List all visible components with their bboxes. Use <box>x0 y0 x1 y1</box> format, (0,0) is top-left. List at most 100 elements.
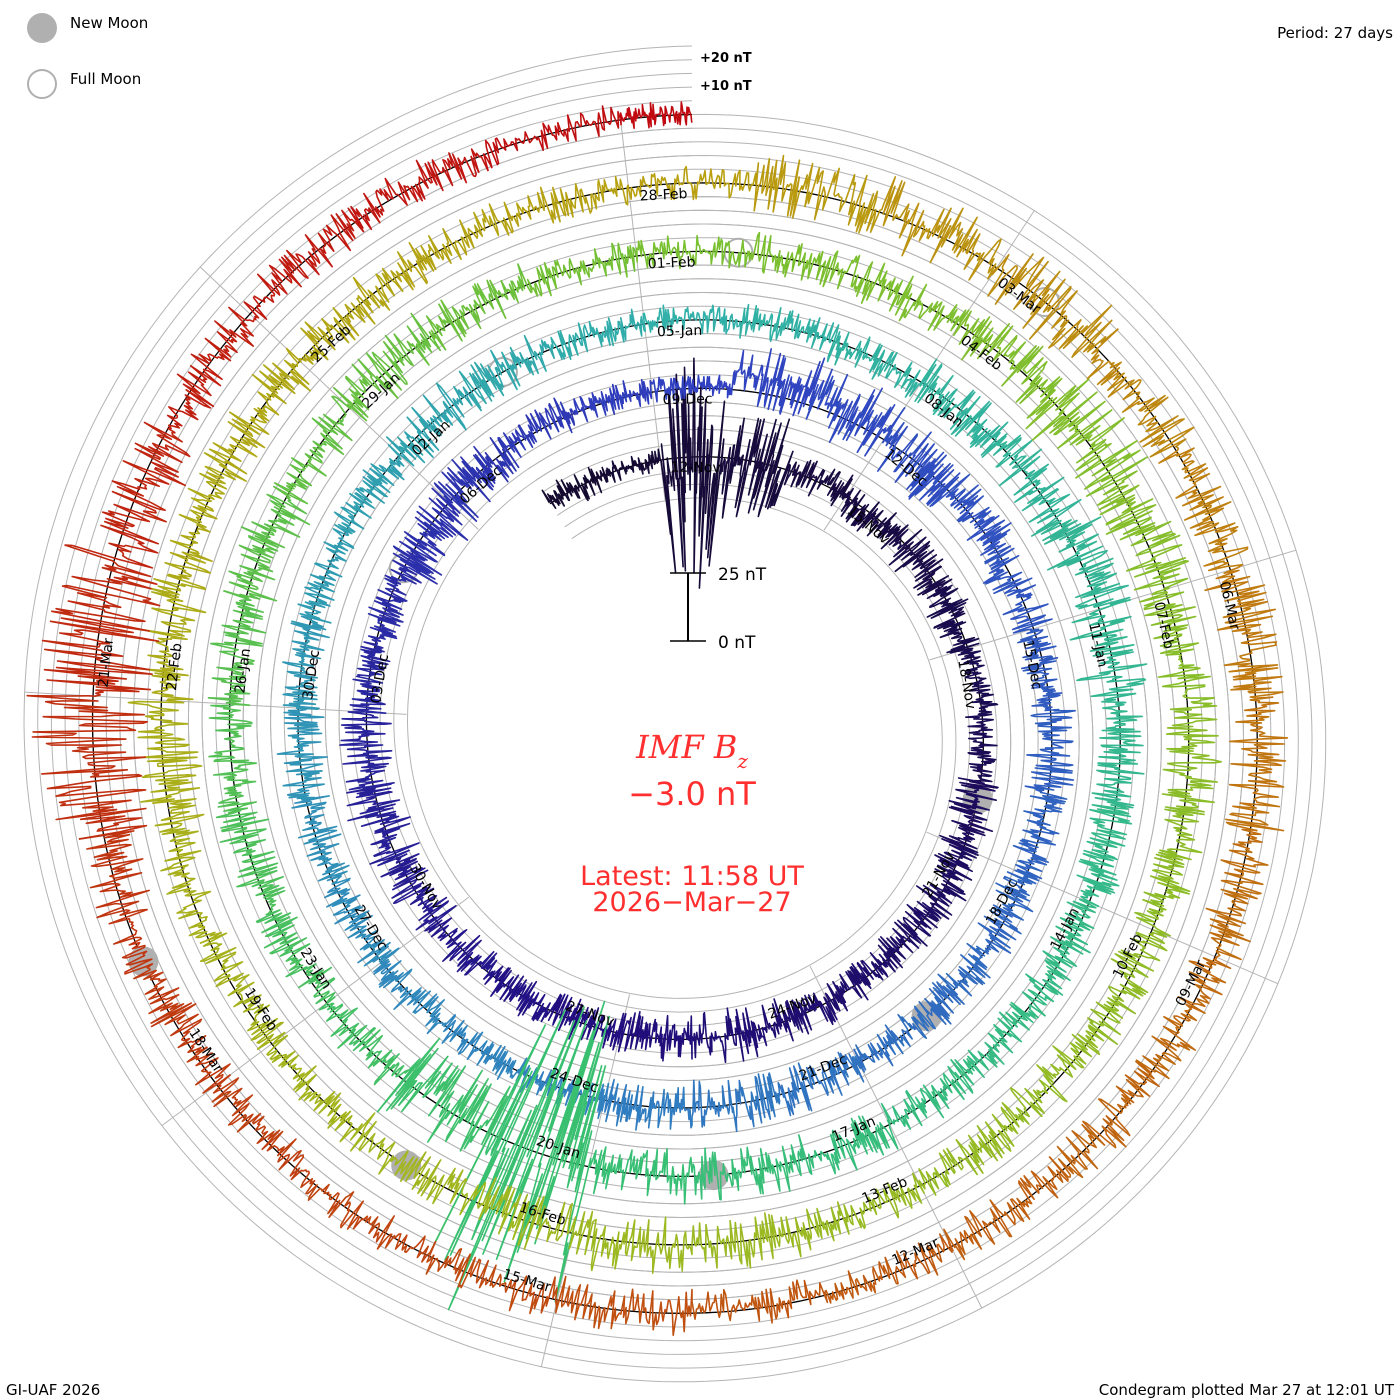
bz-trace-day <box>1030 516 1131 610</box>
bz-trace-day <box>555 1275 693 1336</box>
current-value: −3.0 nT <box>628 775 756 813</box>
bz-trace-day <box>441 1014 528 1082</box>
bz-trace-day <box>691 1007 768 1063</box>
bz-trace-day <box>926 584 980 654</box>
bz-trace-day <box>617 1011 693 1062</box>
bz-trace-day <box>1025 378 1148 497</box>
date-label: 05-Jan <box>657 323 703 340</box>
grid-ring <box>105 127 1244 1301</box>
bz-trace-day <box>691 1072 781 1133</box>
bz-trace-day <box>482 105 622 172</box>
bz-trace-day <box>691 1145 796 1201</box>
bz-trace-day <box>26 694 149 840</box>
bz-trace-day <box>924 942 991 1025</box>
bz-trace-day <box>659 357 726 589</box>
bz-trace-day <box>589 1146 693 1205</box>
bz-trace-day <box>981 433 1082 533</box>
scale-bar <box>670 572 706 642</box>
bz-trace-day <box>433 437 520 522</box>
bz-trace-day <box>1158 447 1249 572</box>
date-label: 12-Nov <box>670 460 720 477</box>
date-spokes <box>24 119 1297 1367</box>
date-label: 28-Feb <box>639 186 688 204</box>
bz-trace-day <box>41 544 161 697</box>
bz-trace-day <box>888 528 953 596</box>
bz-trace-day <box>318 996 409 1086</box>
bz-trace-day <box>691 1279 829 1324</box>
date-label: 11-Jan <box>1085 621 1110 669</box>
bz-trace-day <box>824 952 889 1015</box>
bz-trace-day <box>282 615 332 710</box>
date-spoke <box>161 896 469 1127</box>
bz-trace-day <box>568 1210 693 1274</box>
bz-trace-day <box>691 1212 813 1269</box>
date-spoke <box>199 266 479 530</box>
bz-trace-day <box>424 917 498 981</box>
bz-trace-day <box>914 358 1009 456</box>
ring-label-plus10: +10 nT <box>700 79 752 94</box>
bz-trace-day <box>721 417 794 519</box>
bz-trace-day <box>1096 480 1189 591</box>
bz-trace-day <box>1017 628 1063 712</box>
bz-trace-day <box>526 242 638 297</box>
bz-trace-day <box>598 448 662 483</box>
bz-trace-day <box>550 308 646 360</box>
bz-trace-day <box>166 306 256 434</box>
bz-trace-day <box>390 203 510 293</box>
date-label: 26-Jan <box>232 647 254 694</box>
bz-trace-day <box>805 368 906 457</box>
bz-trace-day <box>243 209 365 321</box>
bz-trace-day <box>305 1180 437 1263</box>
bz-trace-day <box>957 647 999 715</box>
bz-trace-day <box>215 809 286 916</box>
bz-trace-day <box>276 707 328 801</box>
bz-trace-day <box>1012 791 1068 880</box>
bz-trace-day <box>425 263 533 351</box>
full-moon-legend-label: Full Moon <box>70 70 141 88</box>
bz-trace-day <box>339 711 395 791</box>
bz-trace-day <box>840 487 909 550</box>
bz-trace-day <box>291 795 351 885</box>
bz-trace-day <box>929 473 1012 556</box>
bz-trace-day <box>1076 804 1133 908</box>
bz-trace-day <box>333 443 405 535</box>
bz-trace-day <box>458 334 555 412</box>
scale-top-label: 25 nT <box>718 565 767 585</box>
bz-trace-day <box>285 267 404 365</box>
bz-trace-day <box>208 703 258 814</box>
bz-trace-day <box>1091 705 1145 809</box>
bz-trace-day <box>939 777 999 854</box>
bz-trace-day <box>1139 587 1216 703</box>
bz-trace-day <box>604 1078 693 1131</box>
bz-trace-day <box>738 303 840 351</box>
bz-trace-day <box>349 1112 468 1205</box>
bz-trace-day <box>853 1001 936 1073</box>
bz-trace-day <box>916 837 979 920</box>
bz-trace-day <box>346 783 420 867</box>
bz-trace-day <box>133 962 231 1094</box>
latest-date: 2026−Mar−27 <box>592 887 791 918</box>
bz-trace-day <box>333 312 442 422</box>
bz-trace-day <box>164 452 247 580</box>
bz-trace-day <box>1134 815 1203 937</box>
date-label: 30-Dec <box>300 649 323 701</box>
date-spoke <box>809 965 983 1309</box>
bz-trace-day <box>826 331 921 398</box>
grid-ring <box>91 114 1258 1314</box>
date-label: 01-Feb <box>647 254 695 272</box>
zero-baseline-spiral <box>91 113 1258 1314</box>
bz-trace-day <box>1225 696 1289 832</box>
bz-trace-day <box>987 253 1119 358</box>
bz-trace-day <box>1086 328 1195 458</box>
bz-trace-day <box>1087 929 1168 1045</box>
chart-title: IMF Bz <box>635 728 748 773</box>
bz-trace-day <box>943 1156 1069 1261</box>
bz-trace-day <box>982 547 1053 634</box>
bz-trace-day <box>459 1177 577 1250</box>
full-moon-legend-icon <box>27 69 57 99</box>
bz-trace-day <box>71 421 191 569</box>
bz-trace-day <box>211 1074 316 1189</box>
date-spoke <box>926 831 1279 985</box>
bz-trace-day <box>1161 700 1222 817</box>
bz-trace-day <box>1069 598 1148 708</box>
